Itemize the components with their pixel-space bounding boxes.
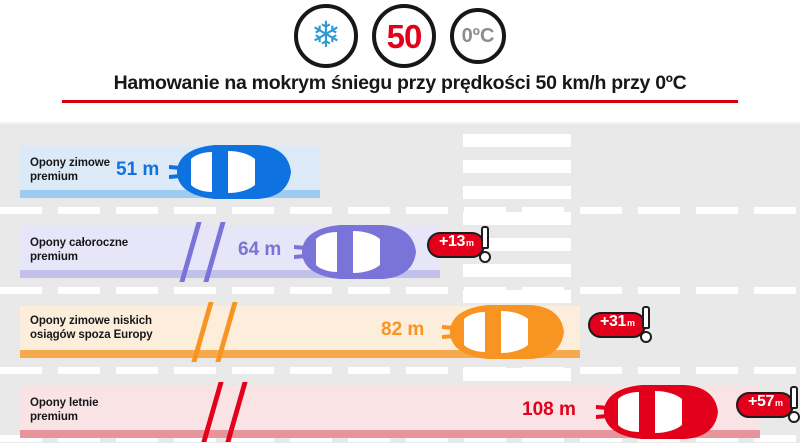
delta-value: +57 bbox=[748, 393, 774, 410]
delta-unit: m bbox=[774, 398, 783, 408]
exclamation-icon bbox=[478, 226, 492, 264]
delta-value: +31 bbox=[600, 313, 626, 330]
track-edge-bottom bbox=[20, 430, 760, 438]
car-orange bbox=[438, 301, 566, 363]
delta-value: +13 bbox=[439, 233, 465, 250]
delta-pill: +31 m bbox=[588, 312, 646, 338]
speed-value: 50 bbox=[386, 17, 423, 55]
car-purple bbox=[290, 221, 418, 283]
row-winter-premium: Opony zimowe premium 51 m bbox=[0, 132, 800, 212]
exclamation-icon bbox=[639, 306, 653, 344]
lane-divider bbox=[0, 367, 800, 374]
snowflake-icon: ❄ bbox=[310, 14, 342, 55]
crosswalk-markings bbox=[463, 134, 571, 412]
delta-pill: +57 m bbox=[736, 392, 794, 418]
row-distance: 108 m bbox=[522, 399, 576, 420]
title-block: Hamowanie na mokrym śniegu przy prędkośc… bbox=[0, 72, 800, 103]
exclamation-icon bbox=[787, 386, 800, 424]
delta-badge-allseason: +13 m bbox=[427, 226, 492, 264]
road-top-edge bbox=[0, 122, 800, 124]
row-label: Opony letnie premium bbox=[30, 397, 99, 424]
car-red bbox=[592, 381, 720, 443]
title-underline bbox=[62, 100, 738, 103]
delta-pill: +13 m bbox=[427, 232, 485, 258]
row-allseason-premium: Opony całoroczne premium 64 m +13 m bbox=[0, 212, 800, 292]
lane-divider bbox=[0, 435, 800, 442]
delta-unit: m bbox=[465, 238, 474, 248]
track-edge-bottom bbox=[20, 190, 320, 198]
header-badge-row: ❄ 50 0ºC bbox=[0, 2, 800, 70]
delta-badge-summer: +57 m bbox=[736, 386, 800, 424]
row-distance: 64 m bbox=[238, 239, 282, 260]
row-summer-premium: Opony letnie premium 108 m +57 m bbox=[0, 372, 800, 443]
delta-badge-lowgrade: +31 m bbox=[588, 306, 653, 344]
row-label: Opony zimowe premium bbox=[30, 157, 110, 184]
lane-divider bbox=[0, 207, 800, 214]
track-edge-bottom bbox=[20, 270, 440, 278]
track-edge-bottom bbox=[20, 350, 580, 358]
speed-badge: 50 bbox=[372, 4, 436, 68]
snowflake-badge: ❄ bbox=[294, 4, 358, 68]
road-chart: Opony zimowe premium 51 m Opony całorocz… bbox=[0, 122, 800, 443]
row-label: Opony całoroczne premium bbox=[30, 237, 129, 264]
lane-divider bbox=[0, 287, 800, 294]
car-blue bbox=[165, 141, 293, 203]
row-distance: 82 m bbox=[381, 319, 425, 340]
row-distance: 51 m bbox=[116, 159, 160, 180]
temperature-value: 0ºC bbox=[461, 25, 495, 47]
temperature-badge: 0ºC bbox=[450, 8, 506, 64]
delta-unit: m bbox=[626, 318, 635, 328]
row-winter-lowgrade: Opony zimowe niskich osiągów spoza Europ… bbox=[0, 292, 800, 372]
row-label: Opony zimowe niskich osiągów spoza Europ… bbox=[30, 315, 153, 342]
page-title: Hamowanie na mokrym śniegu przy prędkośc… bbox=[113, 72, 687, 94]
